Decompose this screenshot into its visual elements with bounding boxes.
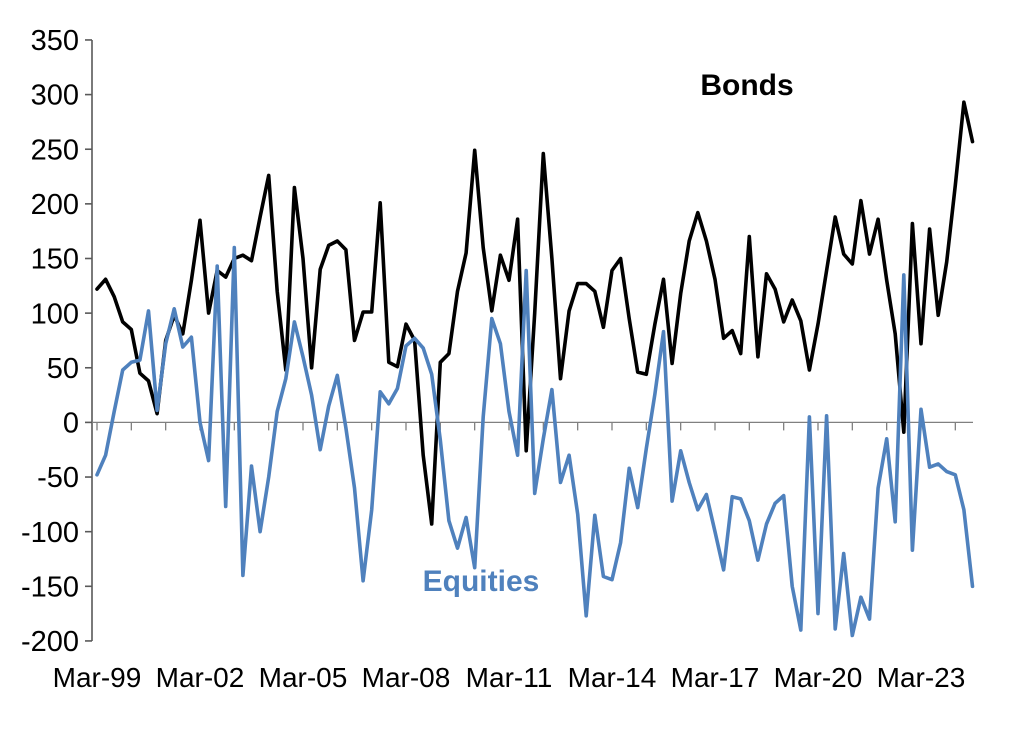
x-axis-tick-label: Mar-17 [671, 662, 760, 693]
y-axis-tick-label: 0 [63, 408, 79, 440]
x-axis-tick-label: Mar-02 [156, 662, 245, 693]
y-axis-tick-label: -150 [21, 571, 79, 603]
x-axis-tick-label: Mar-08 [362, 662, 451, 693]
x-axis-tick-label: Mar-14 [568, 662, 657, 693]
bonds-series-label: Bonds [700, 69, 794, 102]
equities-line [95, 245, 975, 638]
y-axis-tick-label: 200 [31, 189, 79, 221]
y-axis-tick-label: -50 [37, 462, 79, 494]
y-axis-tick-label: 50 [47, 353, 79, 385]
bonds-line [95, 100, 975, 526]
x-axis-tick-label: Mar-05 [259, 662, 348, 693]
y-axis-tick-label: -100 [21, 517, 79, 549]
y-axis-tick-label: 150 [31, 244, 79, 276]
y-axis-tick-label: 350 [31, 25, 79, 57]
x-axis-tick-label: Mar-99 [53, 662, 142, 693]
y-axis-tick-label: -200 [21, 626, 79, 658]
y-axis-tick-label: 100 [31, 298, 79, 330]
x-axis-tick-label: Mar-11 [466, 662, 553, 693]
x-axis-tick-label: Mar-20 [774, 662, 863, 693]
x-axis-tick-label: Mar-23 [877, 662, 966, 693]
y-axis-tick-label: 300 [31, 80, 79, 112]
equities-series-label: Equities [422, 565, 540, 598]
y-axis-tick-label: 250 [31, 134, 79, 166]
